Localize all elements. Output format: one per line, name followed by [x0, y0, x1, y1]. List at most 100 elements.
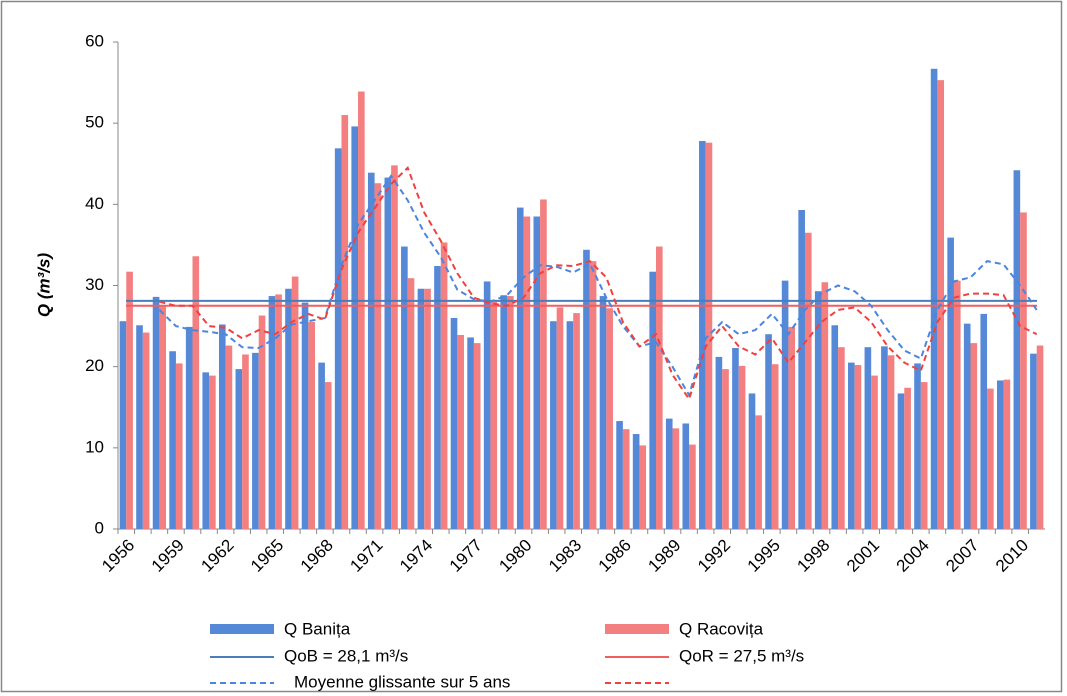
bar: [914, 363, 921, 529]
bar: [738, 365, 746, 529]
bar: [358, 91, 365, 530]
bar: [324, 382, 332, 529]
legend-label: QoR = 27,5 m³/s: [679, 646, 804, 665]
bar: [665, 418, 673, 529]
bar: [258, 315, 266, 529]
bar: [854, 365, 862, 529]
y-axis-label: Q (m³/s): [34, 253, 53, 318]
bar: [655, 246, 663, 530]
bar: [804, 232, 812, 529]
bar: [639, 445, 647, 529]
y-tick-label: 0: [95, 518, 104, 537]
bar: [152, 296, 160, 529]
bar: [275, 294, 282, 529]
bar: [473, 343, 481, 529]
legend-swatch: [210, 624, 274, 634]
bar: [616, 421, 623, 529]
bar: [142, 332, 150, 529]
legend-label: QoB = 28,1 m³/s: [284, 646, 408, 665]
bar: [583, 249, 590, 529]
bar: [930, 68, 938, 529]
bar: [904, 387, 911, 529]
bar: [1020, 212, 1027, 529]
bar: [341, 115, 349, 530]
bar: [126, 271, 133, 529]
bar: [864, 347, 872, 529]
bar: [550, 321, 557, 529]
bar: [483, 281, 491, 529]
bar: [848, 362, 855, 529]
bar: [705, 142, 713, 529]
bar: [980, 313, 988, 529]
bar: [417, 288, 425, 529]
bar: [225, 345, 233, 529]
bar: [970, 343, 978, 529]
y-tick-label: 60: [85, 31, 104, 50]
bar: [308, 322, 315, 529]
y-tick-label: 10: [85, 437, 104, 456]
bar: [252, 352, 259, 529]
bar: [606, 308, 613, 529]
moving-average-line: [159, 166, 1038, 402]
bar: [490, 301, 498, 529]
bar: [765, 334, 772, 529]
bar: [218, 324, 226, 529]
bar: [450, 317, 458, 529]
bar: [374, 183, 382, 530]
bar: [682, 423, 690, 529]
bar: [334, 148, 342, 529]
bar: [391, 165, 398, 529]
bar: [523, 216, 531, 529]
bar: [424, 288, 431, 529]
bar: [699, 141, 706, 530]
bar: [500, 295, 508, 529]
bar: [434, 266, 441, 529]
bar: [755, 415, 762, 529]
legend-swatch: [605, 624, 669, 634]
bar: [1013, 170, 1021, 529]
bar: [202, 372, 210, 529]
bar: [573, 313, 580, 529]
bar: [838, 347, 845, 529]
bar: [715, 356, 723, 529]
bar: [798, 210, 805, 529]
bar: [556, 307, 564, 529]
bar: [599, 296, 607, 529]
bar: [507, 296, 514, 529]
bar: [119, 321, 127, 529]
bar: [781, 280, 789, 529]
bar: [871, 375, 878, 529]
bar: [771, 364, 779, 529]
bar: [533, 216, 541, 529]
bar: [589, 261, 597, 529]
bar: [242, 354, 249, 529]
bar: [887, 355, 895, 529]
bar: [881, 346, 888, 529]
bar: [169, 351, 176, 529]
bar: [235, 369, 243, 529]
bar: [440, 242, 448, 529]
bar: [996, 380, 1004, 529]
bar: [1030, 353, 1037, 529]
bar: [722, 369, 729, 529]
bar: [1003, 379, 1011, 529]
bar: [987, 388, 994, 529]
bar: [947, 237, 954, 529]
legend-label: Moyenne glissante sur 5 ans: [294, 672, 510, 691]
bar: [136, 325, 143, 529]
bar: [953, 280, 961, 529]
bar: [268, 296, 276, 529]
bar: [649, 271, 656, 529]
bar: [209, 375, 216, 529]
bar: [540, 199, 547, 530]
bar: [748, 393, 756, 529]
bar: [963, 323, 971, 529]
bar: [351, 126, 359, 529]
bar: [897, 393, 905, 529]
legend-label: Q Banița: [284, 619, 351, 638]
bar: [291, 276, 299, 529]
bar: [632, 434, 640, 529]
bar: [566, 321, 574, 529]
bar: [821, 282, 829, 529]
bar: [516, 207, 524, 529]
